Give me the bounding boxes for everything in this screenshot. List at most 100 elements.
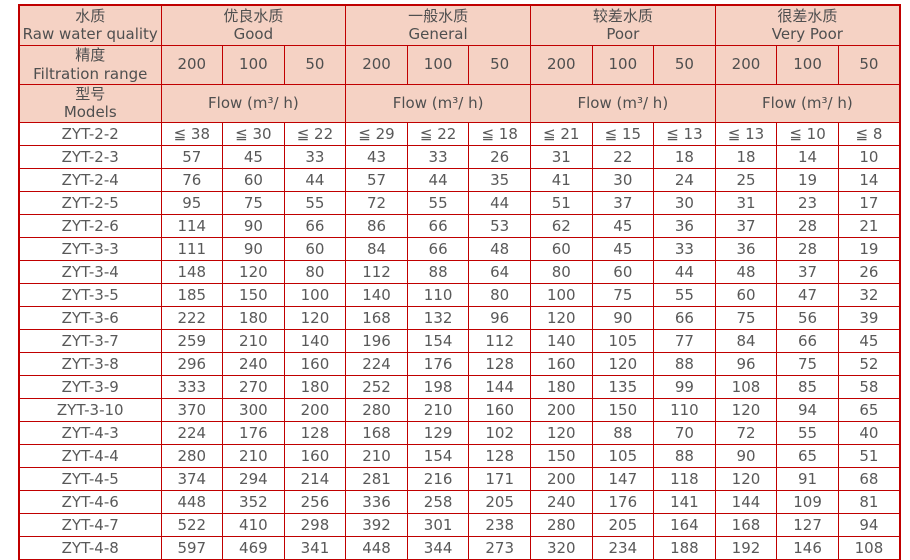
flow-value-cell: 66 — [653, 306, 716, 330]
models-en: Models — [63, 103, 117, 122]
model-cell: ZYT-2-2 — [18, 122, 162, 146]
flow-value-cell: 37 — [714, 214, 778, 238]
flow-value-cell: 160 — [283, 444, 347, 468]
flow-value-cell: 14 — [776, 145, 839, 169]
flow-value-cell: 75 — [776, 352, 839, 376]
quality-group-good: 优良水质 Good — [160, 4, 347, 46]
flow-value-cell: 273 — [468, 536, 531, 560]
flow-value-cell: 95 — [160, 191, 224, 215]
flow-value-cell: 164 — [653, 513, 716, 537]
flow-value-cell: 66 — [776, 329, 839, 353]
table-row: ZYT-3-10 370 300 200 280 210 160 200 150 110 120 94… — [18, 398, 901, 422]
table-row: ZYT-2-6 114 90 66 86 66 53 62 45 36 37 28 21 — [18, 214, 901, 238]
flow-value-cell: ≦ 38 — [160, 122, 224, 146]
flow-value-cell: 270 — [222, 375, 285, 399]
flow-value-cell: 17 — [837, 191, 901, 215]
flow-value-cell: 370 — [160, 398, 224, 422]
filtration-range-header: 精度 Filtration range — [18, 44, 162, 85]
flow-value-cell: 222 — [160, 306, 224, 330]
flow-value-cell: 39 — [837, 306, 901, 330]
flow-value-cell: 80 — [468, 283, 531, 307]
flow-value-cell: 392 — [345, 513, 408, 537]
flow-value-cell: 127 — [776, 513, 839, 537]
flow-value-cell: 132 — [406, 306, 470, 330]
flow-value-cell: 410 — [222, 513, 285, 537]
flow-value-cell: 55 — [283, 191, 347, 215]
flow-value-cell: 111 — [160, 237, 224, 261]
table-row: ZYT-3-9 333 270 180 252 198 144 180 135 99 108 85 58 — [18, 375, 901, 399]
flow-value-cell: 37 — [776, 260, 839, 284]
flow-value-cell: 65 — [776, 444, 839, 468]
flow-value-cell: 57 — [160, 145, 224, 169]
flow-value-cell: 88 — [653, 444, 716, 468]
flow-value-cell: 135 — [591, 375, 655, 399]
flow-value-cell: 102 — [468, 421, 531, 445]
table-row: ZYT-2-3 57 45 33 43 33 26 31 22 18 18 14 10 — [18, 145, 901, 169]
flow-value-cell: 94 — [776, 398, 839, 422]
quality-group-general: 一般水质 General — [345, 4, 531, 46]
flow-value-cell: 19 — [837, 237, 901, 261]
range-value-cell: 200 — [345, 44, 408, 85]
flow-value-cell: 47 — [776, 283, 839, 307]
flow-value-cell: 120 — [529, 306, 593, 330]
flow-value-cell: 44 — [653, 260, 716, 284]
flow-value-cell: 85 — [776, 375, 839, 399]
flow-value-cell: 60 — [283, 237, 347, 261]
flow-value-cell: 120 — [714, 467, 778, 491]
flow-value-cell: 188 — [653, 536, 716, 560]
flow-value-cell: 66 — [406, 237, 470, 261]
model-cell: ZYT-3-8 — [18, 352, 162, 376]
flow-value-cell: ≦ 18 — [468, 122, 531, 146]
flow-unit-label: Flow (m³/ h) — [529, 83, 716, 123]
flow-value-cell: 37 — [591, 191, 655, 215]
flow-value-cell: 19 — [776, 168, 839, 192]
quality-group-very-poor: 很差水质 Very Poor — [714, 4, 901, 46]
flow-value-cell: 23 — [776, 191, 839, 215]
flow-value-cell: 341 — [283, 536, 347, 560]
flow-value-cell: 77 — [653, 329, 716, 353]
table-row: ZYT-2-4 76 60 44 57 44 35 41 30 24 25 19 14 — [18, 168, 901, 192]
table-row: ZYT-4-7 522 410 298 392 301 238 280 205 164 168 127… — [18, 513, 901, 537]
flow-value-cell: 88 — [653, 352, 716, 376]
table-row: ZYT-3-5 185 150 100 140 110 80 100 75 55 60 47 32 — [18, 283, 901, 307]
header-row-filtration-range: 精度 Filtration range 200 100 50 200 100 5… — [18, 44, 901, 85]
flow-value-cell: 88 — [591, 421, 655, 445]
flow-value-cell: 180 — [529, 375, 593, 399]
flow-value-cell: 120 — [714, 398, 778, 422]
flow-value-cell: 105 — [591, 329, 655, 353]
flow-value-cell: 18 — [714, 145, 778, 169]
flow-value-cell: 99 — [653, 375, 716, 399]
flow-value-cell: 96 — [468, 306, 531, 330]
flow-value-cell: 76 — [160, 168, 224, 192]
flow-value-cell: 168 — [345, 306, 408, 330]
table-body: ZYT-2-2 ≦ 38 ≦ 30 ≦ 22 ≦ 29 ≦ 22 ≦ 18 ≦ 21 ≦ 15 ≦… — [18, 122, 901, 560]
model-cell: ZYT-4-8 — [18, 536, 162, 560]
model-cell: ZYT-2-4 — [18, 168, 162, 192]
flow-value-cell: 26 — [468, 145, 531, 169]
flow-value-cell: 72 — [714, 421, 778, 445]
flow-value-cell: 75 — [714, 306, 778, 330]
flow-value-cell: 160 — [283, 352, 347, 376]
flow-value-cell: 108 — [714, 375, 778, 399]
model-cell: ZYT-3-3 — [18, 237, 162, 261]
flow-value-cell: 200 — [529, 398, 593, 422]
models-zh: 型号 — [75, 84, 106, 103]
flow-value-cell: ≦ 15 — [591, 122, 655, 146]
flow-value-cell: 597 — [160, 536, 224, 560]
table-row: ZYT-4-5 374 294 214 281 216 171 200 147 118 120 91 6… — [18, 467, 901, 491]
flow-value-cell: 296 — [160, 352, 224, 376]
flow-value-cell: 301 — [406, 513, 470, 537]
flow-value-cell: ≦ 22 — [283, 122, 347, 146]
flow-value-cell: 30 — [591, 168, 655, 192]
flow-value-cell: 252 — [345, 375, 408, 399]
flow-value-cell: 259 — [160, 329, 224, 353]
flow-value-cell: 60 — [591, 260, 655, 284]
flow-value-cell: 214 — [283, 467, 347, 491]
flow-value-cell: 154 — [406, 329, 470, 353]
flow-value-cell: 36 — [653, 214, 716, 238]
flow-value-cell: 75 — [222, 191, 285, 215]
flow-unit-label: Flow (m³/ h) — [345, 83, 531, 123]
table-row: ZYT-2-5 95 75 55 72 55 44 51 37 30 31 23 17 — [18, 191, 901, 215]
flow-value-cell: 36 — [714, 237, 778, 261]
flow-value-cell: 118 — [653, 467, 716, 491]
